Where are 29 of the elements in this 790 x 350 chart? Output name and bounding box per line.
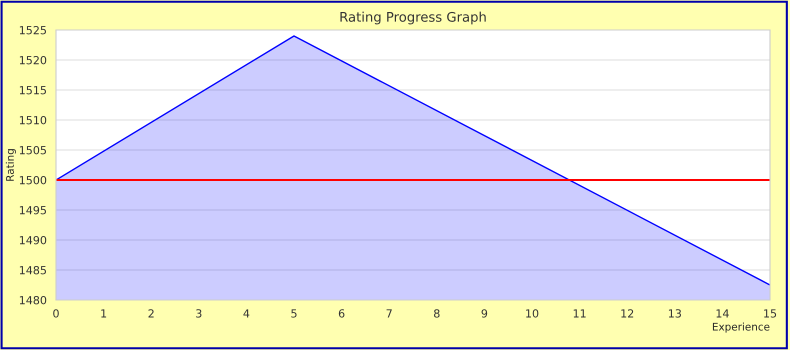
x-tick-label: 1 [101,309,106,318]
y-tick-label: 1500 [20,176,46,184]
y-tick-label: 1525 [20,26,46,34]
y-tick-label: 1485 [20,266,46,274]
x-axis-title: Experience [712,322,770,333]
x-tick-label: 10 [526,309,538,318]
x-tick-label: 15 [764,309,776,318]
y-tick-label: 1495 [20,206,46,214]
x-tick-label: 3 [196,309,202,318]
y-tick-label: 1515 [20,86,46,94]
y-tick-label: 1490 [20,236,46,244]
y-tick-label: 1505 [20,146,46,154]
x-tick-label: 9 [482,309,488,318]
chart-title: Rating Progress Graph [340,12,486,24]
x-tick-label: 12 [621,309,634,318]
x-tick-label: 5 [291,309,297,318]
x-tick-label: 13 [668,309,681,318]
x-tick-label: 7 [386,309,392,318]
y-tick-label: 1480 [20,296,46,304]
x-tick-label: 6 [338,309,344,318]
y-axis-title: Rating [6,149,16,181]
x-tick-label: 0 [53,309,59,318]
y-tick-label: 1520 [20,56,46,64]
x-tick-label: 8 [434,309,440,318]
x-tick-label: 4 [243,309,250,318]
y-tick-label: 1510 [20,116,46,124]
x-tick-label: 14 [716,309,729,318]
x-tick-label: 2 [148,309,154,318]
x-tick-label: 11 [574,309,586,318]
